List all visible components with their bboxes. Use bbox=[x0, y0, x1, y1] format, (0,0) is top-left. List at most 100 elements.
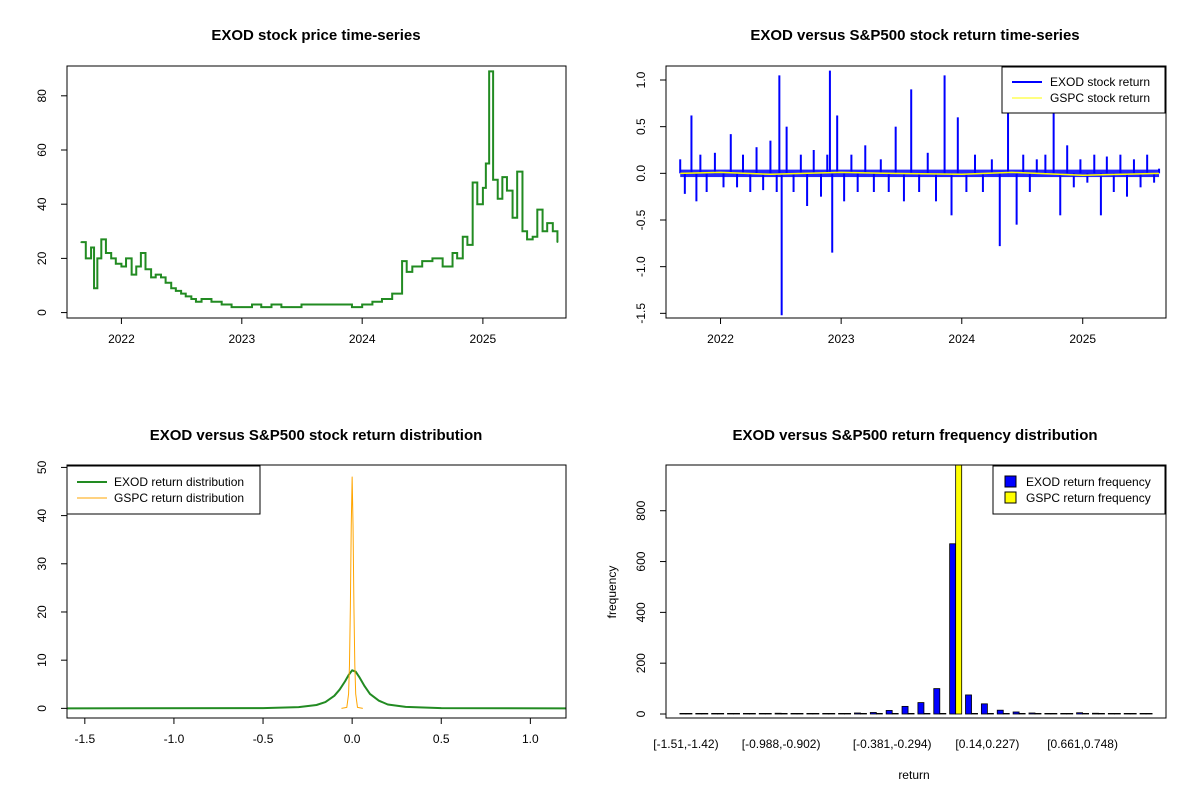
gspc-freq-bar bbox=[1145, 713, 1153, 715]
histogram-chart: EXOD versus S&P500 return frequency dist… bbox=[605, 427, 1167, 782]
density-y-tick-label-1: 10 bbox=[35, 653, 49, 667]
density-legend-box bbox=[66, 465, 261, 515]
exod-freq-bar bbox=[1012, 711, 1020, 715]
histogram-x-tick-label-3: [0.14,0.227) bbox=[955, 737, 1019, 751]
price-point bbox=[84, 257, 87, 260]
exod-freq-bar bbox=[679, 713, 687, 715]
price-point bbox=[556, 241, 559, 243]
gspc-freq-bar bbox=[923, 713, 931, 715]
gspc-freq-bar bbox=[733, 713, 740, 715]
exod-freq-bar bbox=[996, 709, 1004, 715]
price-point bbox=[496, 197, 499, 200]
histogram-y-tick-label-1: 200 bbox=[634, 653, 648, 673]
exod-freq-bar bbox=[1044, 713, 1052, 715]
price-point bbox=[431, 257, 434, 260]
returns-y-tick-label-2: -0.5 bbox=[634, 209, 648, 230]
exod-freq-bar bbox=[711, 713, 719, 715]
gspc-freq-bar bbox=[701, 713, 709, 715]
exod-freq-bar bbox=[933, 688, 941, 715]
price-y-tick-label-1: 20 bbox=[35, 251, 49, 265]
price-point bbox=[511, 216, 514, 219]
exod-freq-bar bbox=[774, 712, 782, 715]
price-x-tick-label-0: 2022 bbox=[108, 332, 135, 346]
price-point bbox=[341, 303, 343, 306]
gspc-freq-bar bbox=[891, 713, 899, 715]
histogram-legend-label-exod: EXOD return frequency bbox=[1026, 475, 1151, 489]
histogram-legend: EXOD return frequency GSPC return freque… bbox=[992, 465, 1166, 515]
histogram-x-tick-label-1: [-0.988,-0.902) bbox=[742, 737, 821, 751]
price-point bbox=[501, 176, 504, 178]
density-x-tick-label-1: -1.0 bbox=[164, 732, 185, 746]
price-point bbox=[90, 246, 92, 249]
density-chart: EXOD versus S&P500 stock return distribu… bbox=[35, 427, 567, 746]
gspc-freq-bar bbox=[828, 713, 836, 715]
price-axes: 2022 2023 2024 2025 0 20 40 60 80 bbox=[35, 89, 496, 346]
gspc-freq-bar bbox=[860, 713, 867, 715]
gspc-freq-bar bbox=[1082, 713, 1090, 715]
price-point bbox=[485, 162, 487, 165]
price-point bbox=[371, 300, 374, 303]
price-point bbox=[180, 292, 182, 295]
density-y-tick-label-2: 20 bbox=[35, 605, 49, 619]
density-chart-title: EXOD versus S&P500 stock return distribu… bbox=[150, 427, 483, 444]
returns-y-tick-label-5: 1.0 bbox=[634, 71, 648, 88]
histogram-axes: 0 200 400 600 800 [-1.51,-1.42) [-0.988,-0.902… bbox=[634, 500, 1118, 751]
returns-legend-label-exod: EXOD stock return bbox=[1050, 75, 1150, 89]
gspc-freq-bar bbox=[987, 713, 994, 715]
price-chart-title: EXOD stock price time-series bbox=[211, 27, 420, 44]
gspc-freq-bar bbox=[907, 713, 915, 715]
exod-freq-bar bbox=[885, 710, 893, 715]
price-point bbox=[381, 298, 383, 300]
density-y-tick-label-5: 50 bbox=[35, 460, 49, 474]
returns-x-tick-label-2: 2024 bbox=[948, 332, 975, 346]
price-point bbox=[144, 268, 147, 271]
gspc-freq-bar bbox=[1066, 713, 1074, 715]
price-point bbox=[521, 230, 524, 233]
price-point bbox=[405, 271, 408, 273]
returns-x-tick-label-0: 2022 bbox=[707, 332, 734, 346]
density-y-tick-label-3: 30 bbox=[35, 557, 49, 571]
gspc-freq-bar bbox=[749, 713, 756, 715]
gspc-density-line bbox=[341, 476, 363, 709]
price-point bbox=[536, 208, 539, 211]
price-point bbox=[260, 306, 263, 308]
returns-legend: EXOD stock return GSPC stock return bbox=[1001, 66, 1166, 114]
histogram-y-axis-label: frequency bbox=[605, 566, 619, 619]
price-point bbox=[506, 189, 508, 192]
price-point bbox=[290, 306, 293, 308]
returns-x-tick-label-1: 2023 bbox=[828, 332, 855, 346]
price-point bbox=[526, 238, 528, 241]
density-plot-frame bbox=[66, 464, 567, 719]
histogram-plot-frame bbox=[665, 464, 1167, 719]
histogram-x-axis-label: return bbox=[898, 768, 929, 782]
histogram-x-tick-label-4: [0.661,0.748) bbox=[1047, 737, 1118, 751]
price-point bbox=[351, 306, 353, 308]
price-point bbox=[120, 265, 123, 268]
price-point bbox=[456, 257, 458, 260]
exod-freq-bar bbox=[727, 713, 734, 715]
price-series-line bbox=[81, 70, 559, 309]
gspc-freq-bar bbox=[796, 713, 804, 715]
price-point bbox=[471, 181, 474, 184]
exod-freq-bar bbox=[758, 713, 766, 715]
exod-freq-bar bbox=[838, 713, 846, 715]
price-point bbox=[391, 292, 393, 295]
exod-freq-bar bbox=[822, 713, 830, 715]
gspc-freq-bar bbox=[764, 713, 772, 715]
exod-freq-bar bbox=[1028, 712, 1036, 715]
price-point bbox=[140, 252, 142, 254]
price-y-tick-label-2: 40 bbox=[35, 197, 49, 211]
price-point bbox=[516, 170, 518, 173]
density-y-tick-label-0: 0 bbox=[35, 705, 49, 712]
price-point bbox=[100, 238, 103, 241]
price-point bbox=[461, 235, 464, 238]
price-point bbox=[184, 295, 187, 298]
density-x-tick-label-3: 0.0 bbox=[344, 732, 361, 746]
price-point bbox=[200, 298, 203, 300]
returns-y-tick-label-4: 0.5 bbox=[634, 118, 648, 135]
exod-freq-bar bbox=[1139, 713, 1147, 715]
density-legend-label-exod: EXOD return distribution bbox=[114, 475, 244, 489]
price-plot-area bbox=[80, 70, 559, 309]
price-point bbox=[280, 306, 283, 308]
